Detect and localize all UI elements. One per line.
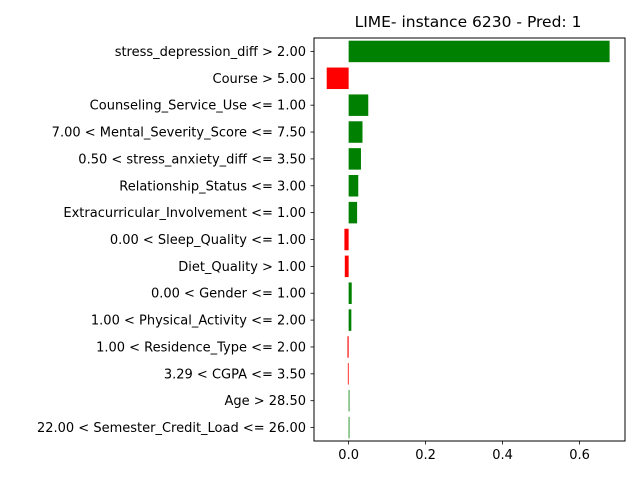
bar	[344, 255, 349, 278]
plot-frame	[313, 37, 626, 442]
x-ticks: 0.0 0.2 0.4 0.6	[338, 441, 590, 463]
y-tick-label: 0.00 < Sleep_Quality <= 1.00	[110, 233, 306, 248]
bars-group	[326, 40, 610, 439]
bar	[348, 389, 350, 412]
bar	[348, 282, 352, 304]
y-tick-label: 0.00 < Gender <= 1.00	[151, 287, 306, 302]
bar	[348, 94, 369, 116]
bar	[348, 40, 610, 63]
y-tick-label: 22.00 < Semester_Credit_Load <= 26.00	[37, 421, 306, 436]
bar	[348, 121, 363, 143]
y-tick-label: stress_depression_diff > 2.00	[115, 45, 306, 60]
x-tick-label: 0.6	[569, 448, 590, 463]
y-tick-label: Diet_Quality > 1.00	[178, 260, 306, 275]
bar	[348, 148, 361, 170]
bar	[326, 67, 349, 90]
x-tick-label: 0.0	[338, 448, 359, 463]
bar	[344, 228, 349, 251]
bar	[348, 309, 352, 331]
y-tick-label: Course > 5.00	[213, 72, 307, 87]
y-tick-label: 3.29 < CGPA <= 3.50	[164, 367, 306, 382]
y-tick-label: Age > 28.50	[224, 394, 306, 409]
y-tick-label: Counseling_Service_Use <= 1.00	[90, 99, 306, 114]
bar	[347, 336, 349, 358]
bar	[348, 416, 350, 439]
y-tick-label: Relationship_Status <= 3.00	[119, 179, 306, 194]
y-tick-label: Extracurricular_Involvement <= 1.00	[63, 206, 306, 221]
bar	[348, 175, 359, 197]
y-tick-label: 1.00 < Residence_Type <= 2.00	[96, 340, 306, 355]
chart-title: LIME- instance 6230 - Pred: 1	[355, 13, 582, 31]
bar	[348, 201, 358, 224]
x-tick-label: 0.2	[415, 448, 436, 463]
bar	[347, 363, 349, 385]
y-tick-labels: stress_depression_diff > 2.00 Course > 5.…	[37, 45, 314, 436]
y-tick-label: 1.00 < Physical_Activity <= 2.00	[91, 314, 306, 329]
x-tick-label: 0.4	[492, 448, 513, 463]
y-tick-label: 7.00 < Mental_Severity_Score <= 7.50	[52, 126, 306, 141]
y-tick-label: 0.50 < stress_anxiety_diff <= 3.50	[78, 152, 306, 167]
